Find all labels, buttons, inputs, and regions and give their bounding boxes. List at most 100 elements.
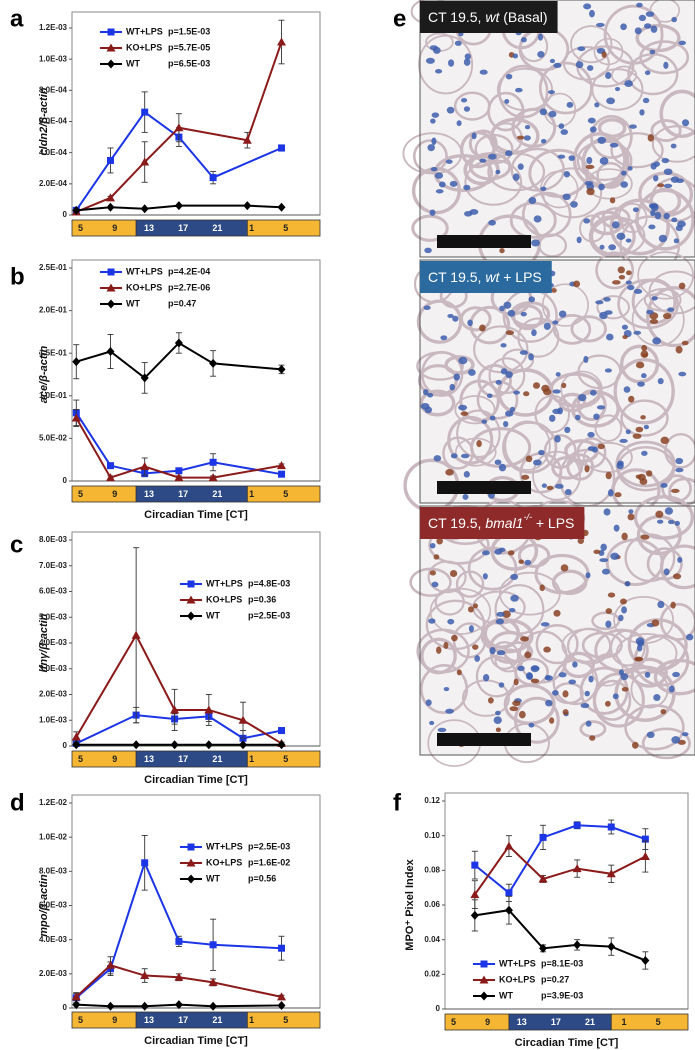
nucleus — [513, 678, 519, 686]
nucleus — [458, 404, 468, 411]
nucleus — [585, 720, 592, 727]
nucleus — [505, 410, 514, 417]
marker — [209, 358, 218, 368]
nucleus — [641, 450, 648, 456]
alveolar-wall — [664, 432, 695, 469]
nucleus — [495, 379, 502, 385]
marker — [106, 283, 116, 292]
marker — [187, 874, 195, 884]
phase-band — [246, 485, 321, 503]
marker — [504, 841, 514, 850]
nucleus — [463, 58, 471, 66]
nucleus — [606, 97, 616, 105]
nucleus — [560, 129, 569, 135]
nucleus — [498, 463, 507, 472]
nucleus — [617, 460, 624, 467]
nucleus — [531, 239, 540, 247]
x-tick-label: 17 — [178, 754, 188, 764]
nucleus — [583, 355, 589, 364]
marker — [479, 975, 489, 984]
y-tick-label: 0.04 — [424, 935, 440, 944]
alveolar-wall — [489, 630, 531, 664]
nucleus — [583, 218, 591, 224]
phase-band — [610, 1013, 689, 1031]
alveolar-wall — [528, 148, 590, 198]
nucleus — [517, 163, 524, 170]
x-tick-label: 5 — [78, 489, 83, 499]
caption-box — [420, 1, 558, 33]
nucleus — [670, 176, 680, 183]
nucleus — [525, 455, 533, 463]
histology-image — [403, 251, 695, 513]
y-tick-label: 0 — [436, 1004, 441, 1013]
nucleus — [670, 601, 676, 609]
alveolar-wall — [420, 663, 469, 715]
alveolar-wall — [454, 395, 496, 425]
nucleus — [611, 221, 620, 229]
x-tick-label: 9 — [485, 1017, 490, 1027]
nucleus — [587, 117, 596, 124]
caption-box — [420, 261, 552, 293]
marker — [106, 1001, 115, 1011]
marker — [140, 1001, 149, 1011]
nucleus — [434, 172, 444, 179]
nucleus — [658, 234, 668, 243]
nucleus — [625, 270, 632, 276]
alveolar-wall — [511, 107, 557, 148]
nucleus — [624, 581, 631, 587]
nucleus — [503, 301, 512, 309]
legend-pvalue: p=1.5E-03 — [168, 26, 210, 36]
legend-name: WT — [499, 990, 513, 1000]
nucleus — [601, 568, 610, 575]
series-line — [75, 633, 283, 745]
marker — [105, 473, 115, 482]
alveolar-wall — [543, 434, 577, 469]
histology-image — [409, 495, 695, 767]
nucleus — [449, 569, 458, 578]
alveolar-wall — [416, 351, 464, 381]
marker — [175, 467, 183, 475]
legend-pvalue: p=4.2E-04 — [168, 266, 210, 276]
y-tick-label: 5.0E-03 — [39, 612, 68, 621]
nucleus — [599, 558, 609, 563]
nucleus — [487, 697, 494, 704]
nucleus — [541, 483, 547, 488]
nucleus — [450, 453, 458, 459]
nucleus — [675, 225, 683, 232]
nucleus — [634, 657, 643, 662]
marker — [140, 373, 149, 383]
series — [71, 408, 287, 482]
y-axis-label: ace/β-actin — [38, 345, 50, 403]
nucleus — [452, 315, 459, 322]
nucleus — [431, 581, 439, 588]
alveolar-wall — [651, 125, 695, 163]
nucleus — [460, 97, 468, 103]
series-line — [76, 204, 282, 212]
nucleus — [606, 333, 614, 341]
nucleus — [618, 274, 626, 280]
y-tick-label: 1.2E-03 — [39, 23, 68, 32]
nucleus — [605, 471, 612, 480]
marker — [187, 611, 195, 621]
series — [470, 895, 650, 970]
alveolar-wall — [595, 251, 635, 290]
y-tick-label: 0.10 — [424, 831, 440, 840]
nucleus — [474, 655, 481, 662]
nucleus — [648, 224, 656, 230]
marker — [107, 299, 115, 309]
nucleus — [625, 238, 632, 243]
scale-bar — [437, 481, 531, 494]
nucleus — [604, 310, 613, 315]
nucleus — [634, 27, 642, 35]
caption-part: (Basal) — [499, 9, 547, 25]
nucleus — [433, 455, 442, 462]
nucleus — [510, 573, 519, 581]
nucleus — [533, 459, 542, 466]
marker — [140, 157, 150, 166]
x-tick-label: 5 — [283, 223, 288, 233]
nucleus — [649, 319, 659, 324]
nucleus — [505, 371, 513, 379]
alveolar-wall — [473, 325, 529, 374]
nucleus — [541, 384, 550, 393]
caption-part: CT 19.5, — [428, 269, 485, 285]
